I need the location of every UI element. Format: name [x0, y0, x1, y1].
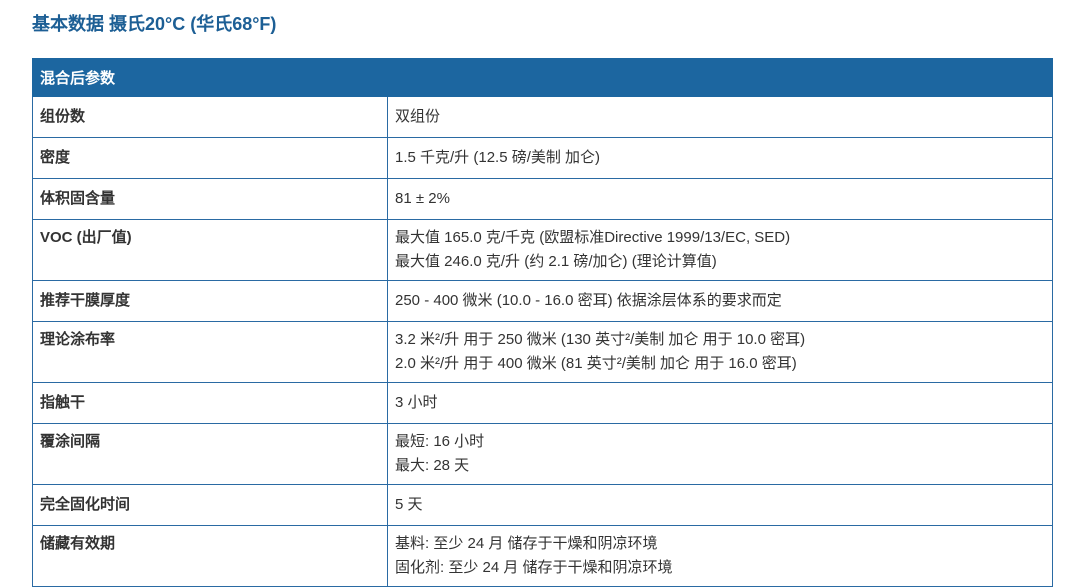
table-row: 指触干 3 小时	[32, 382, 1053, 424]
page-title: 基本数据 摄氏20°C (华氏68°F)	[32, 14, 277, 34]
row-value: 1.5 千克/升 (12.5 磅/美制 加仑)	[387, 137, 1053, 179]
row-value: 3 小时	[387, 382, 1053, 424]
value-line: 5 天	[395, 496, 423, 513]
row-label: 理论涂布率	[32, 321, 388, 383]
row-label: 密度	[32, 137, 388, 179]
table-row: 覆涂间隔 最短: 16 小时 最大: 28 天	[32, 423, 1053, 485]
row-value: 5 天	[387, 484, 1053, 526]
row-label: 覆涂间隔	[32, 423, 388, 485]
row-value: 最大值 165.0 克/千克 (欧盟标准Directive 1999/13/EC…	[387, 219, 1053, 281]
row-label: 推荐干膜厚度	[32, 280, 388, 322]
row-label: VOC (出厂值)	[32, 219, 388, 281]
table-row: 体积固含量 81 ± 2%	[32, 178, 1053, 220]
value-line: 双组份	[395, 108, 441, 125]
row-value: 3.2 米²/升 用于 250 微米 (130 英寸²/美制 加仑 用于 10.…	[387, 321, 1053, 383]
mixed-parameters-table: 混合后参数 组份数 双组份 密度 1.5 千克/升 (12.5 磅/美制 加仑) 体积固…	[32, 58, 1053, 587]
table-row: 储藏有效期 基料: 至少 24 月 储存于干燥和阴凉环境 固化剂: 至少 24 月 …	[32, 525, 1053, 587]
table-row: 组份数 双组份	[32, 96, 1053, 138]
row-value: 基料: 至少 24 月 储存于干燥和阴凉环境 固化剂: 至少 24 月 储存于干燥…	[387, 525, 1053, 587]
value-line: 基料: 至少 24 月 储存于干燥和阴凉环境	[395, 535, 658, 552]
row-label: 体积固含量	[32, 178, 388, 220]
row-label: 组份数	[32, 96, 388, 138]
row-value: 最短: 16 小时 最大: 28 天	[387, 423, 1053, 485]
value-line: 250 - 400 微米 (10.0 - 16.0 密耳) 依据涂层体系的要求而…	[395, 292, 782, 309]
table-row: 理论涂布率 3.2 米²/升 用于 250 微米 (130 英寸²/美制 加仑 用…	[32, 321, 1053, 383]
row-label: 完全固化时间	[32, 484, 388, 526]
value-line: 2.0 米²/升 用于 400 微米 (81 英寸²/美制 加仑 用于 16.0…	[395, 355, 797, 372]
value-line: 最大值 246.0 克/升 (约 2.1 磅/加仑) (理论计算值)	[395, 253, 717, 270]
value-line: 最大: 28 天	[395, 457, 470, 474]
row-value: 81 ± 2%	[387, 178, 1053, 220]
row-label: 指触干	[32, 382, 388, 424]
value-line: 81 ± 2%	[395, 190, 450, 207]
value-line: 固化剂: 至少 24 月 储存于干燥和阴凉环境	[395, 559, 673, 576]
row-label: 储藏有效期	[32, 525, 388, 587]
row-value: 250 - 400 微米 (10.0 - 16.0 密耳) 依据涂层体系的要求而…	[387, 280, 1053, 322]
value-line: 3.2 米²/升 用于 250 微米 (130 英寸²/美制 加仑 用于 10.…	[395, 331, 806, 348]
row-value: 双组份	[387, 96, 1053, 138]
table-row: VOC (出厂值) 最大值 165.0 克/千克 (欧盟标准Directive 1…	[32, 219, 1053, 281]
table-row: 推荐干膜厚度 250 - 400 微米 (10.0 - 16.0 密耳) 依据涂层…	[32, 280, 1053, 322]
value-line: 3 小时	[395, 394, 438, 411]
table-row: 密度 1.5 千克/升 (12.5 磅/美制 加仑)	[32, 137, 1053, 179]
table-header: 混合后参数	[32, 58, 1053, 97]
value-line: 1.5 千克/升 (12.5 磅/美制 加仑)	[395, 149, 601, 166]
table-row: 完全固化时间 5 天	[32, 484, 1053, 526]
value-line: 最短: 16 小时	[395, 433, 485, 450]
value-line: 最大值 165.0 克/千克 (欧盟标准Directive 1999/13/EC…	[395, 229, 791, 246]
